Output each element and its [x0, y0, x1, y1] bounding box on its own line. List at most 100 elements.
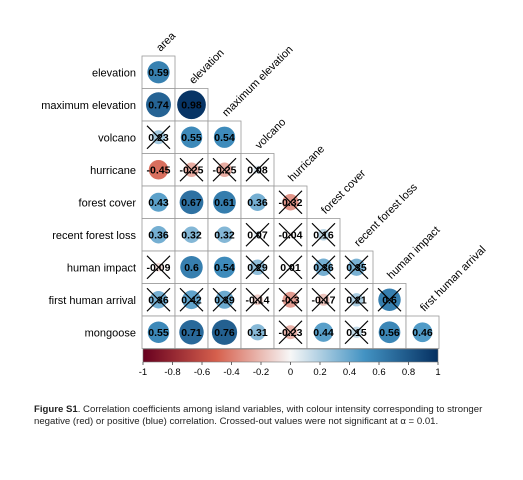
- colorbar-tick-label: -0.2: [253, 367, 269, 378]
- colorbar-tick-label: -0.4: [223, 367, 239, 378]
- not-significant-cross: [344, 255, 369, 280]
- not-significant-cross: [179, 287, 204, 312]
- row-label: hurricane: [90, 165, 136, 177]
- not-significant-cross: [278, 222, 303, 247]
- column-label: forest cover: [319, 167, 368, 216]
- colorbar-tick-label: 0.4: [343, 367, 356, 378]
- colorbar-tick-label: 0.8: [402, 367, 415, 378]
- column-label: first human arrival: [418, 244, 488, 314]
- not-significant-cross: [212, 157, 237, 182]
- not-significant-cross: [245, 222, 270, 247]
- correlation-value: 0.54: [214, 132, 235, 144]
- correlation-circle: [147, 61, 170, 84]
- correlation-circle: [249, 324, 266, 341]
- correlation-circle: [213, 126, 236, 148]
- not-significant-cross: [146, 255, 171, 280]
- caption-text: . Correlation coefficients among island …: [34, 404, 483, 428]
- not-significant-cross: [377, 287, 402, 312]
- colorbar-tick-label: 1: [435, 367, 440, 378]
- column-label: hurricane: [286, 143, 327, 184]
- row-label: human impact: [67, 262, 136, 274]
- correlation-value: 0.56: [379, 327, 400, 339]
- correlation-value: 0.59: [148, 67, 169, 79]
- row-label: forest cover: [79, 197, 137, 209]
- not-significant-cross: [146, 125, 171, 150]
- correlation-value: -0.45: [147, 164, 171, 176]
- correlation-value: 0.31: [247, 327, 268, 339]
- not-significant-cross: [146, 287, 171, 312]
- not-significant-cross: [311, 255, 336, 280]
- correlation-value: 0.44: [313, 327, 334, 339]
- not-significant-cross: [311, 222, 336, 247]
- not-significant-cross: [212, 287, 237, 312]
- column-label: volcano: [253, 116, 288, 151]
- column-label: recent forest loss: [352, 181, 420, 249]
- correlation-circle: [213, 190, 236, 214]
- correlation-circle: [180, 256, 203, 279]
- column-label: elevation: [187, 47, 227, 87]
- row-label: elevation: [92, 67, 136, 79]
- caption-figure-label: Figure S1: [34, 404, 78, 415]
- correlation-value: 0.71: [181, 327, 202, 339]
- correlation-value: 0.67: [181, 197, 202, 209]
- row-label: recent forest loss: [52, 230, 136, 242]
- not-significant-cross: [245, 255, 270, 280]
- column-label: maximum elevation: [220, 44, 295, 119]
- not-significant-cross: [278, 190, 303, 215]
- correlation-value: 0.32: [214, 229, 235, 241]
- colorbar-tick-label: 0.6: [372, 367, 385, 378]
- correlation-circle: [147, 321, 170, 344]
- correlation-circle: [248, 193, 267, 211]
- not-significant-cross: [278, 320, 303, 345]
- correlation-value: 0.54: [214, 262, 235, 274]
- correlation-circle: [179, 190, 204, 215]
- correlation-value: 0.55: [148, 327, 169, 339]
- row-label: maximum elevation: [41, 100, 136, 112]
- colorbar: -1 -0.8 -0.6 -0.4 -0.2 0 0.2 0.4 0.6 0.8 1: [139, 348, 441, 378]
- correlation-circle: [146, 92, 171, 118]
- colorbar-tick-label: 0: [288, 367, 293, 378]
- correlation-value: 0.61: [214, 197, 235, 209]
- figure-caption: Figure S1. Correlation coefficients amon…: [34, 404, 504, 429]
- colorbar-tick-label: -0.8: [164, 367, 180, 378]
- column-label: area: [154, 29, 179, 54]
- correlation-value: 0.36: [247, 197, 268, 209]
- not-significant-cross: [278, 255, 303, 280]
- correlation-value: 0.74: [148, 99, 169, 111]
- correlation-value: 0.76: [214, 327, 235, 339]
- not-significant-cross: [344, 320, 369, 345]
- row-label: mongoose: [85, 327, 136, 339]
- colorbar-tick-label: -0.6: [194, 367, 210, 378]
- correlation-circle: [148, 160, 169, 180]
- colorbar-tick-label: 0.2: [313, 367, 326, 378]
- correlation-value: 0.55: [181, 132, 202, 144]
- correlation-circle: [149, 226, 168, 244]
- not-significant-cross: [245, 287, 270, 312]
- row-label: first human arrival: [49, 295, 136, 307]
- correlation-circle: [183, 226, 200, 243]
- correlation-value: 0.6: [184, 262, 199, 274]
- row-label: volcano: [98, 132, 136, 144]
- matrix-cell: [240, 185, 275, 219]
- correlation-value: 0.32: [181, 229, 202, 241]
- correlation-circle: [216, 226, 233, 243]
- correlation-circle: [378, 321, 401, 344]
- row-labels: elevation maximum elevation volcano hurrica…: [41, 67, 136, 339]
- correlation-circle: [412, 322, 433, 343]
- correlation-circle: [213, 256, 236, 278]
- correlation-value: 0.98: [181, 99, 202, 111]
- correlation-value: 0.36: [148, 229, 169, 241]
- correlation-circle: [179, 320, 204, 345]
- correlation-value: 0.43: [148, 197, 169, 209]
- not-significant-cross: [245, 157, 270, 182]
- correlation-circle: [148, 192, 169, 212]
- correlation-circle: [180, 126, 203, 149]
- not-significant-cross: [278, 287, 303, 312]
- correlation-glyphs: 0.590.740.980.230.550.54-0.45-0.25-0.250…: [146, 61, 433, 345]
- correlation-circle: [313, 322, 334, 342]
- correlation-value: 0.46: [412, 327, 433, 339]
- correlation-circle: [177, 90, 206, 120]
- correlation-circle: [211, 319, 238, 345]
- not-significant-cross: [311, 287, 336, 312]
